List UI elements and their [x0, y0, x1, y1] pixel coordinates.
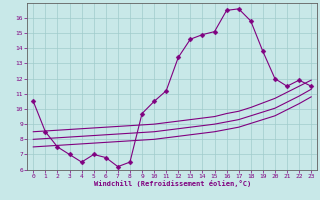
X-axis label: Windchill (Refroidissement éolien,°C): Windchill (Refroidissement éolien,°C) — [94, 180, 251, 187]
